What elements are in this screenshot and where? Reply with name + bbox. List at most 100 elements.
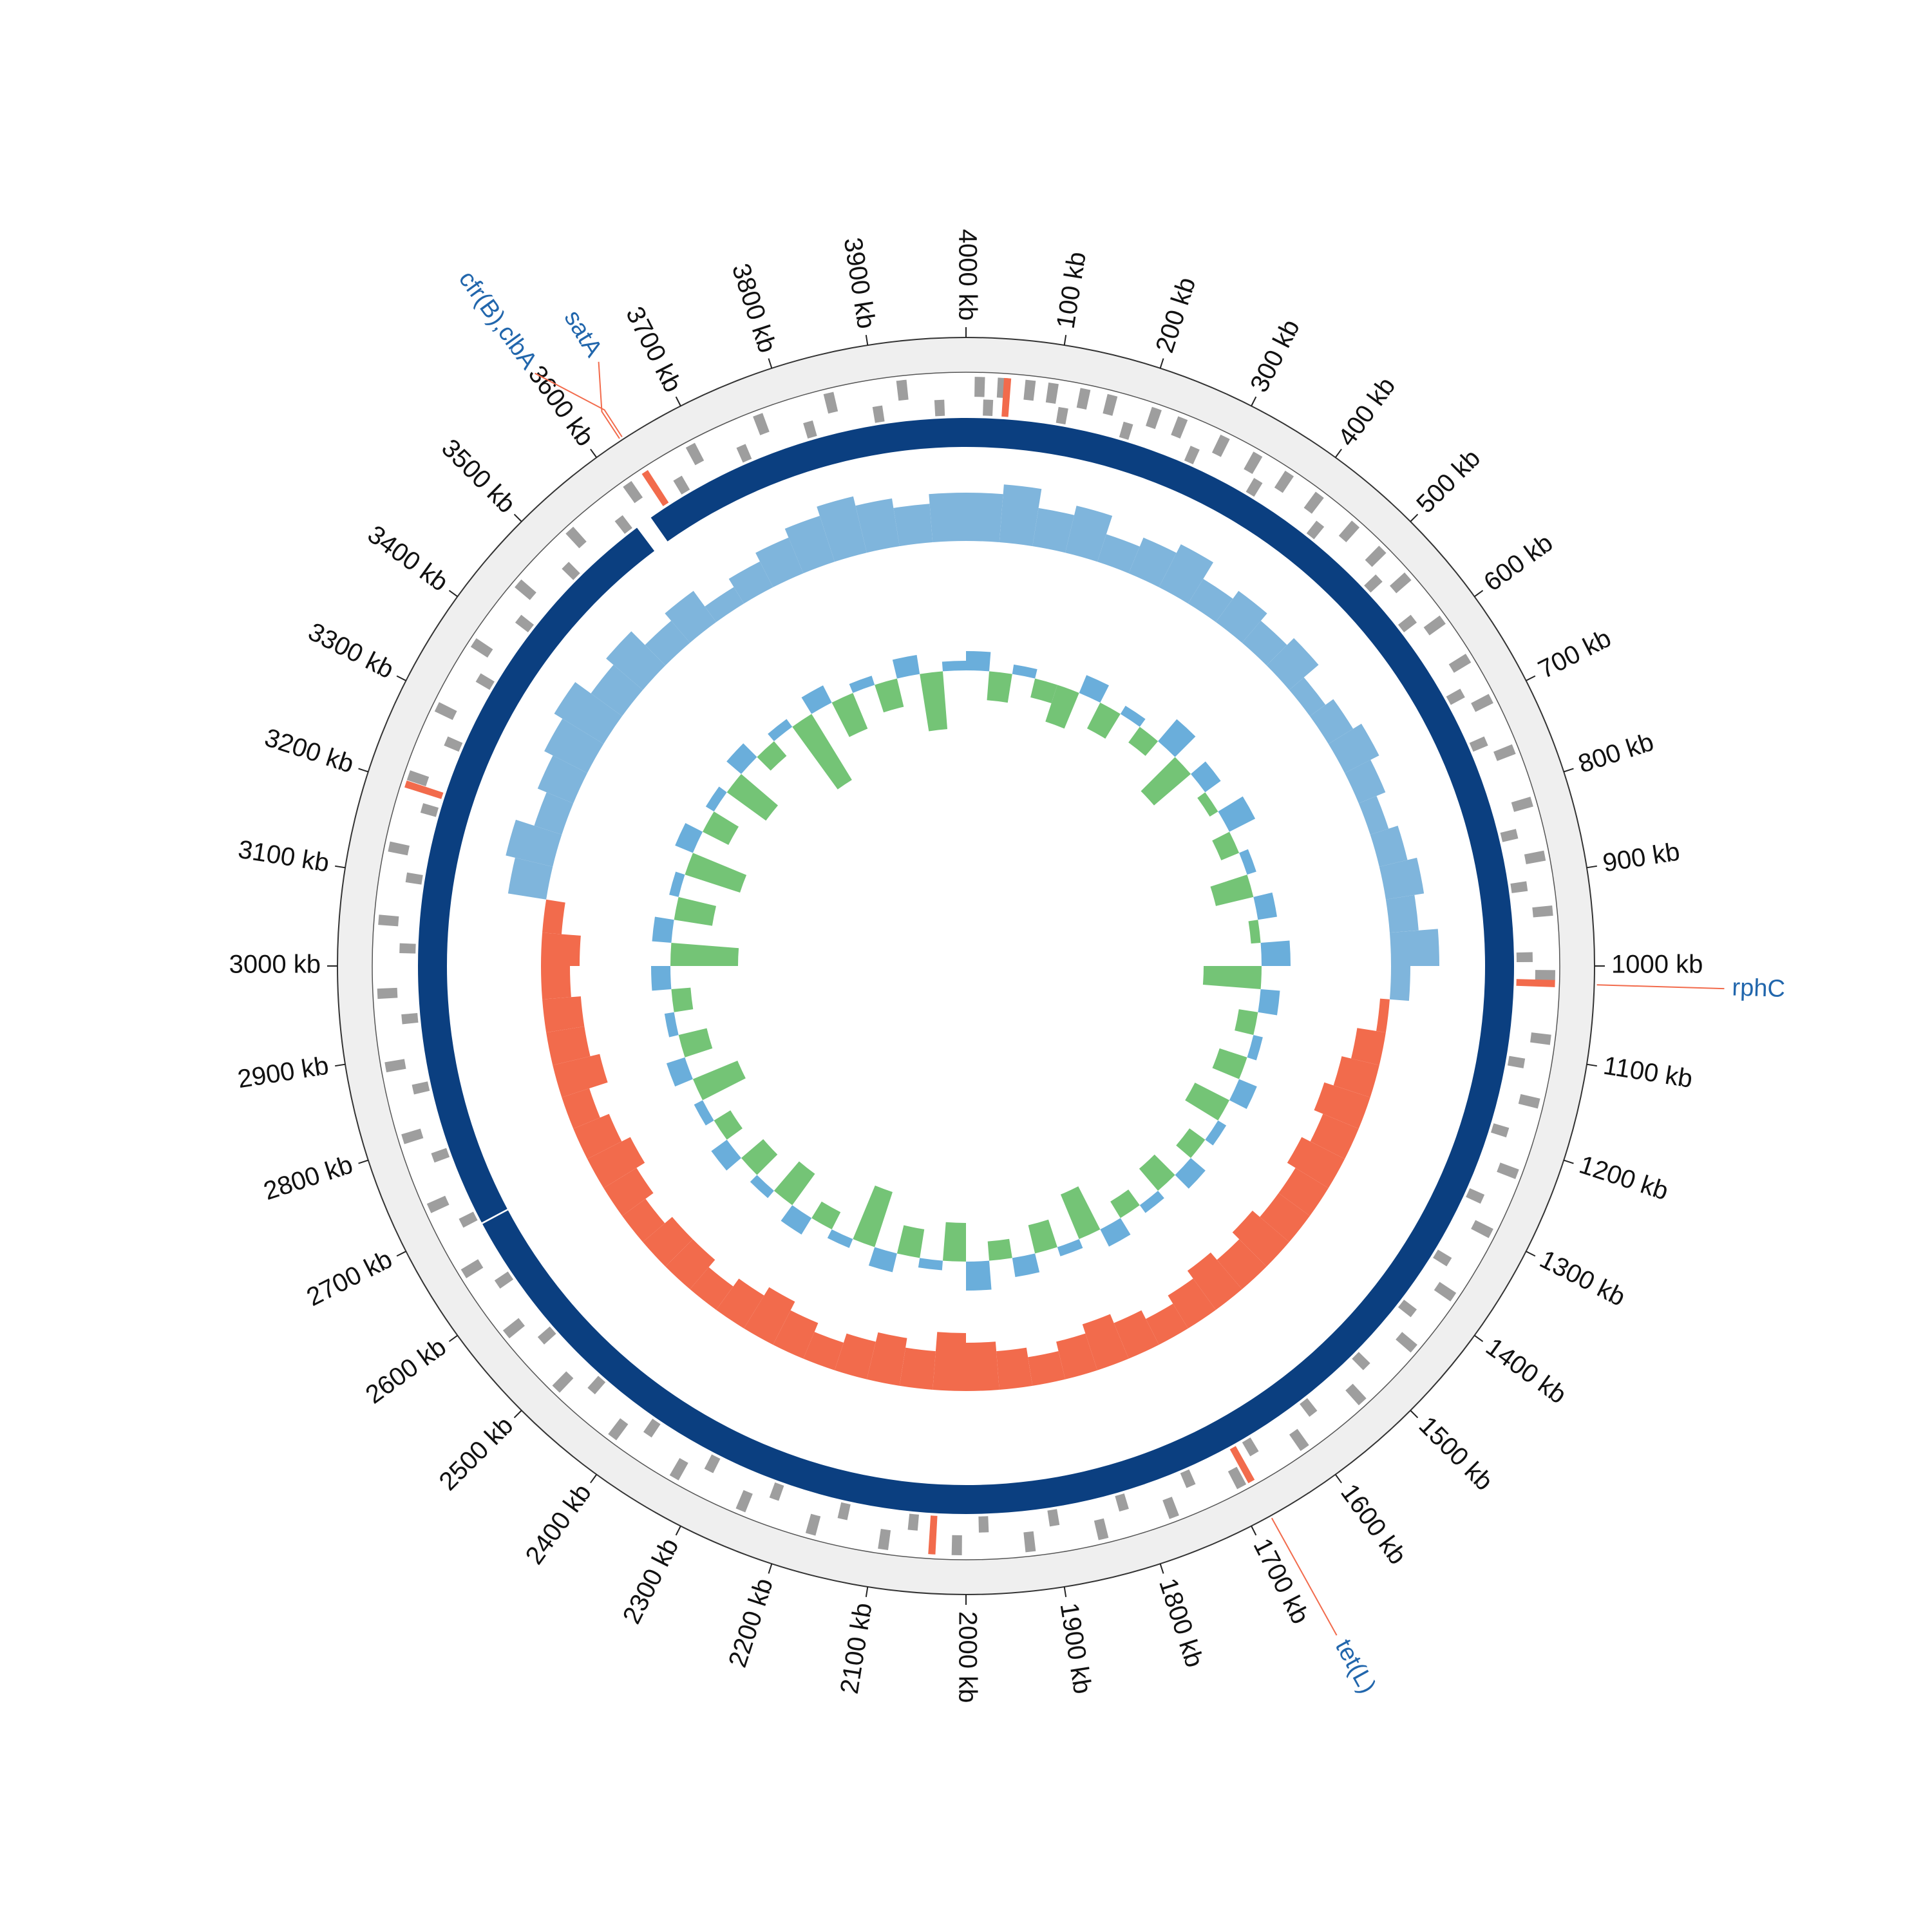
inner-ring: [372, 372, 1560, 1560]
gc-skew-bar: [711, 1139, 741, 1171]
gc-skew-bar: [675, 822, 703, 853]
gc-skew-bar: [1110, 1189, 1140, 1218]
gene: [803, 420, 817, 439]
gc-content-bar: [716, 1278, 764, 1329]
highlight-gene: [1001, 377, 1012, 417]
gc-content-bar: [1376, 998, 1390, 1033]
gene: [384, 1059, 406, 1073]
gc-content-bar: [541, 966, 571, 999]
gene: [1244, 451, 1263, 474]
gene: [1434, 1282, 1457, 1302]
gene: [420, 803, 439, 817]
tick-mark: [358, 768, 369, 773]
gc-skew-bar: [1030, 678, 1057, 703]
gc-content-bar: [1351, 1028, 1386, 1066]
tick-label: 1200 kb: [1576, 1150, 1672, 1206]
gc-content-bar: [1389, 966, 1410, 1001]
gc-skew-bar: [781, 1205, 812, 1235]
gc-content-bar: [893, 504, 933, 547]
gc-content-bar: [553, 1054, 608, 1097]
gene: [406, 770, 430, 786]
gene: [1306, 520, 1325, 540]
gc-skew-bar: [669, 871, 685, 897]
gene: [1471, 694, 1493, 712]
gc-content-bar: [665, 1239, 715, 1289]
tick-label: 800 kb: [1575, 728, 1657, 779]
gc-content-bar: [1146, 1303, 1188, 1345]
gc-skew-bar: [757, 741, 787, 771]
gene: [388, 841, 410, 856]
tick-mark: [1159, 1563, 1164, 1574]
tick-label: 3700 kb: [620, 302, 687, 397]
gc-content-bar: [562, 1088, 600, 1129]
gene: [412, 1081, 430, 1095]
tick-mark: [1526, 1251, 1536, 1257]
gene: [1469, 736, 1488, 752]
gene: [1300, 1397, 1318, 1417]
gc-skew-bar: [1057, 1239, 1083, 1256]
gene: [1471, 1220, 1493, 1238]
gc-content-bar: [1097, 534, 1140, 574]
gc-content-bar: [1314, 1082, 1370, 1129]
gc-content-bar: [1289, 677, 1326, 717]
highlight-gene: [641, 469, 669, 507]
gene: [401, 1128, 424, 1144]
gc-skew-bar: [652, 916, 674, 943]
gc-content-bar: [1056, 1333, 1097, 1379]
gc-content-bar: [534, 792, 574, 835]
tick-label: 500 kb: [1411, 444, 1486, 518]
gene: [1448, 654, 1472, 673]
tick-mark: [448, 590, 458, 598]
gene: [401, 1013, 419, 1025]
gc-skew-bar: [827, 1229, 853, 1248]
annotation-label: rphC: [1732, 974, 1786, 1003]
tick-label: 3800 kb: [726, 260, 782, 356]
tick-mark: [513, 513, 522, 522]
gene: [753, 413, 770, 435]
gc-content-bar: [591, 665, 643, 717]
gc-content-bar: [546, 1026, 591, 1066]
gc-content-bar: [1217, 1239, 1267, 1289]
gc-skew-bar: [966, 1260, 992, 1291]
gc-skew-bar: [942, 661, 966, 672]
gc-content-bar: [1328, 723, 1379, 773]
gene: [1115, 1493, 1129, 1512]
gene: [872, 405, 885, 423]
gc-skew-bar: [714, 1110, 743, 1140]
gene: [475, 673, 495, 690]
gene: [1352, 1352, 1370, 1370]
gene: [1524, 850, 1546, 864]
gc-content-bar: [999, 484, 1042, 547]
gc-skew-bar: [1218, 796, 1256, 832]
gc-skew-bar: [801, 685, 832, 714]
gene: [1184, 446, 1200, 465]
tick-mark: [1410, 1410, 1419, 1419]
gc-content-bar: [554, 682, 623, 744]
gc-content-bar: [755, 537, 804, 587]
gene: [907, 1513, 919, 1531]
gene: [565, 526, 587, 549]
tick-label: 1600 kb: [1335, 1479, 1412, 1569]
gene: [1466, 1188, 1485, 1204]
tick-label: 3900 kb: [838, 236, 881, 330]
gene: [823, 392, 838, 414]
tick-label: 100 kb: [1052, 250, 1092, 331]
gc-skew-bar: [1253, 892, 1277, 920]
tick-label: 2300 kb: [618, 1534, 685, 1629]
gc-skew-bar: [1202, 966, 1262, 990]
gc-skew-bar: [1012, 1253, 1040, 1277]
gc-content-bar: [603, 1168, 654, 1216]
tick-mark: [1563, 768, 1574, 773]
tick-label: 400 kb: [1332, 372, 1401, 451]
gc-skew-bar: [1235, 1009, 1258, 1036]
gc-skew-bar: [811, 1201, 841, 1229]
gc-skew-bar: [1247, 1035, 1263, 1061]
gc-content-bar: [1370, 826, 1408, 867]
gene: [735, 1490, 753, 1513]
tick-mark: [396, 1251, 406, 1257]
gc-content-bar: [1345, 759, 1386, 804]
tick-label: 3500 kb: [436, 434, 521, 519]
gene: [1493, 744, 1516, 761]
gc-skew-bar: [1191, 761, 1221, 793]
